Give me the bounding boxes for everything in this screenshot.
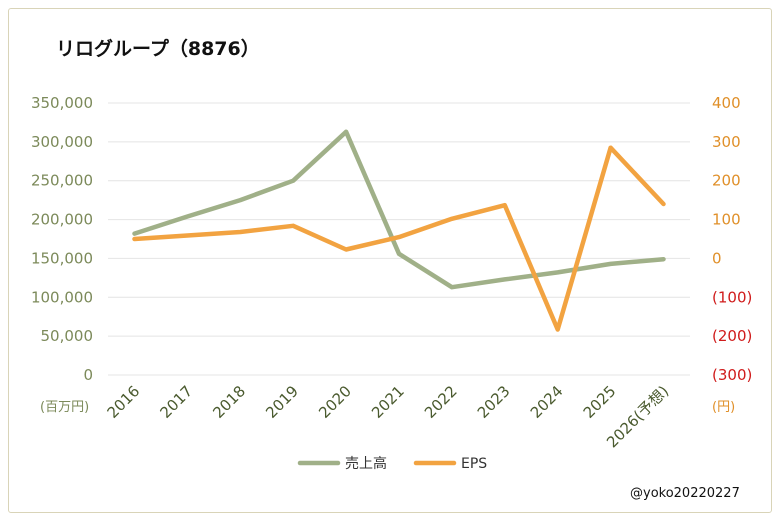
left-tick-label: 250,000 [31,172,93,190]
legend-label: EPS [461,456,487,472]
x-tick-label: 2024 [527,382,567,422]
left-tick-label: 50,000 [41,327,94,345]
series-lines [132,129,666,332]
left-axis-unit: (百万円) [40,400,89,415]
legend: 売上高 EPS [297,455,487,472]
left-axis-ticks: 0 50,000 100,000 150,000 200,000 250,000 300,0… [31,94,93,384]
right-tick-label: 100 [712,211,741,229]
right-tick-label: 400 [712,94,741,112]
chart-title: リログループ（8876） [56,37,260,60]
x-tick-label: 2020 [315,382,355,422]
left-tick-label: 150,000 [31,249,93,267]
right-axis-ticks: (300) (200) (100) 0 100 200 300 400 [712,94,752,384]
left-tick-label: 350,000 [31,94,93,112]
gridlines [108,102,690,376]
right-tick-label: (300) [712,366,752,384]
x-tick-label: 2025 [580,382,620,422]
right-tick-label: (100) [712,288,752,306]
x-tick-label: 2022 [421,382,461,422]
left-tick-label: 300,000 [31,133,93,151]
x-tick-label: 2018 [209,382,249,422]
credit-text: @yoko20220227 [630,486,740,501]
left-tick-label: 200,000 [31,211,93,229]
left-tick-label: 100,000 [31,288,93,306]
left-tick-label: 0 [83,366,93,384]
x-tick-label: 2021 [368,382,408,422]
right-tick-label: 0 [712,249,722,267]
x-tick-label: 2017 [156,382,196,422]
x-tick-label: 2019 [262,382,302,422]
right-tick-label: 200 [712,172,741,190]
right-tick-label: (200) [712,327,752,345]
x-tick-label: 2016 [104,382,144,422]
right-tick-label: 300 [712,133,741,151]
series-line-eps [132,145,666,332]
right-axis-unit: (円) [712,400,735,415]
x-axis-ticks: 2016 2017 2018 2019 2020 2021 2022 2023 2024 2025… [104,382,673,451]
series-line-sales [132,129,666,290]
legend-label: 売上高 [345,455,387,472]
x-tick-label: 2023 [474,382,514,422]
